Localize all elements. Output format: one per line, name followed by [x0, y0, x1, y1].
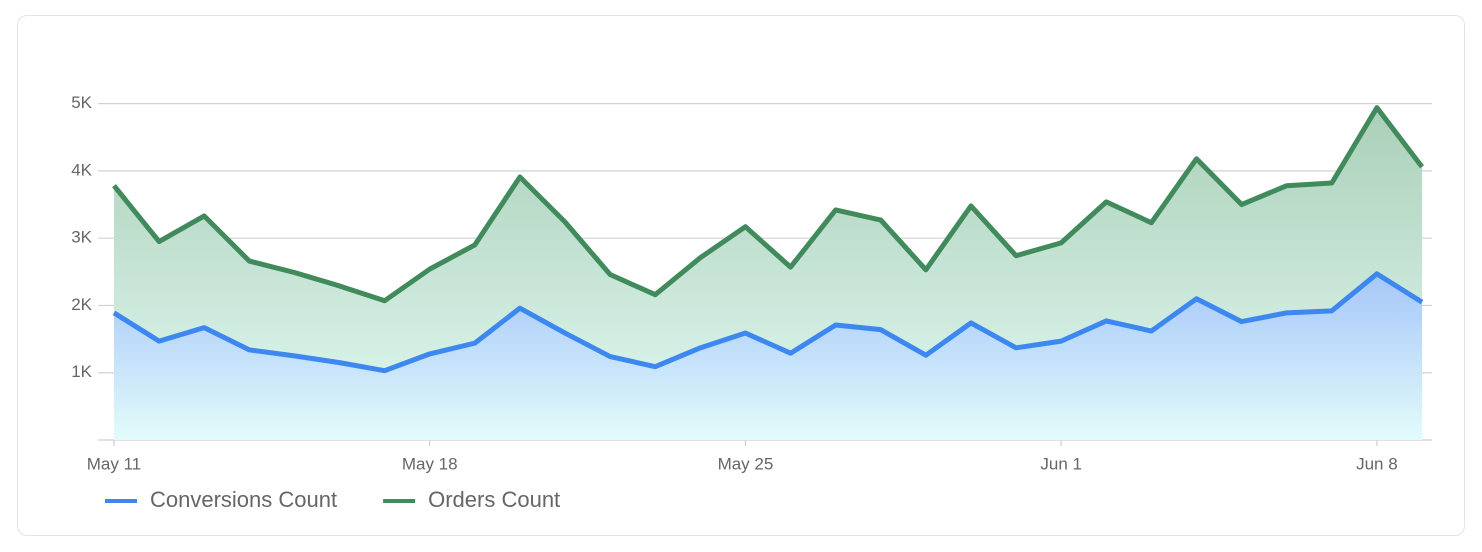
series-line	[112, 105, 1424, 304]
y-tick-label: 3K	[71, 228, 92, 247]
y-tick-label: 1K	[71, 362, 92, 381]
legend-label: Orders Count	[428, 487, 560, 512]
y-tick-label: 2K	[71, 295, 92, 314]
legend-label: Conversions Count	[150, 487, 337, 512]
x-tick-label: Jun 1	[1040, 454, 1082, 473]
x-tick-label: May 11	[87, 454, 142, 473]
x-tick-label: May 18	[402, 454, 458, 473]
y-tick-label: 4K	[71, 160, 92, 179]
x-tick-label: Jun 8	[1356, 454, 1398, 473]
area-fill	[114, 273, 1422, 440]
series-line	[112, 271, 1424, 374]
x-tick-label: May 25	[718, 454, 774, 473]
y-tick-label: 5K	[71, 93, 92, 112]
